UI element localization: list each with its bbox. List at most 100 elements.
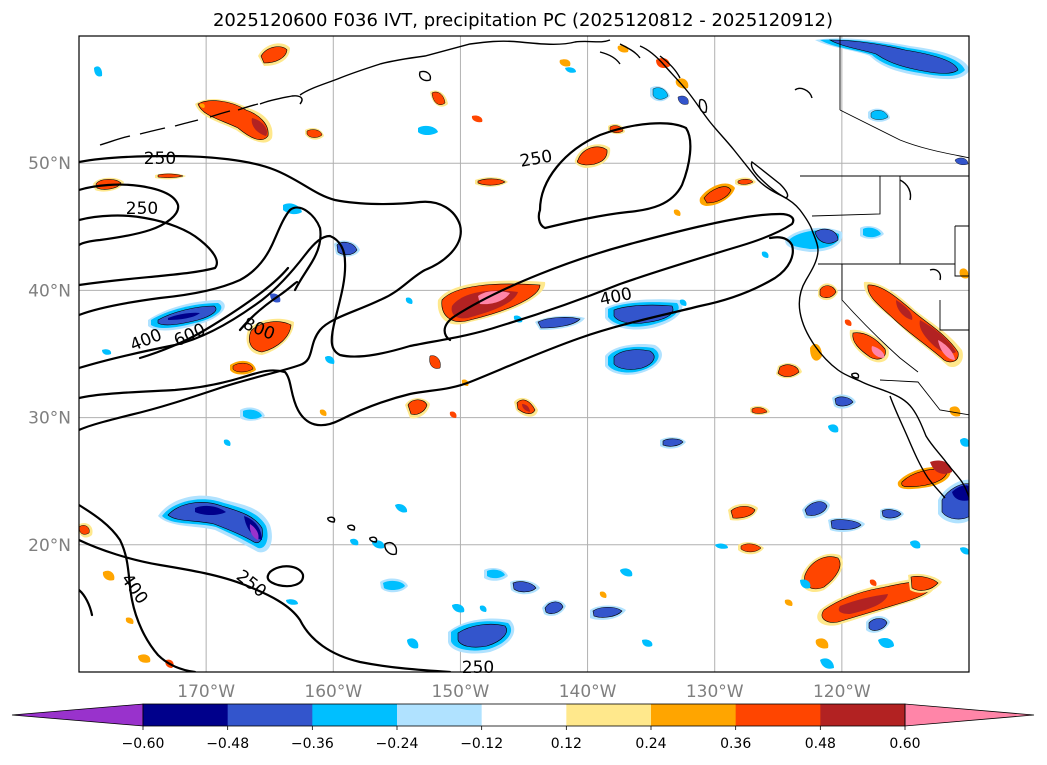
lat-tick-label: 40°N (28, 281, 71, 301)
anomaly-blob (660, 437, 686, 449)
anomaly-blob (605, 299, 683, 330)
anomaly-blob (750, 405, 770, 415)
anomaly-blob (828, 517, 865, 532)
colorbar-swatch (227, 704, 313, 726)
ivt-contour-400-main (79, 212, 795, 370)
map-frame (78, 35, 970, 673)
anomaly-blob (866, 616, 890, 633)
anomaly-blob (817, 578, 936, 626)
anomaly-blob (849, 329, 889, 363)
lon-tick-label: 120°W (813, 682, 871, 702)
anomaly-blob (155, 173, 186, 180)
ivt-contour-600 (138, 266, 290, 360)
colorbar-swatch (397, 704, 483, 726)
anomaly-blob (832, 394, 856, 409)
colorbar-outline (142, 703, 906, 727)
vancouver-island (750, 160, 789, 199)
anomaly-blob (430, 90, 448, 107)
anomaly-blob (405, 398, 430, 419)
anomaly-blob (230, 360, 256, 375)
anomaly-blob (650, 86, 670, 102)
colorbar-tick-label: 0.36 (720, 736, 751, 752)
colorbar-tick-label: 0.48 (805, 736, 836, 752)
anomaly-blob (380, 578, 408, 593)
anomaly-blob (738, 542, 764, 555)
ivt-contour-250-left2 (79, 214, 218, 287)
lon-tick-label: 140°W (559, 682, 617, 702)
anomaly-blob (437, 280, 546, 325)
ivt-contour-250-outer (79, 154, 462, 432)
anomaly-blob (880, 507, 904, 521)
anomaly-blob (810, 343, 822, 361)
ivt-contour-250-north (537, 122, 692, 230)
anomaly-blob (605, 344, 662, 375)
coastlines (99, 39, 969, 556)
lon-tick-label: 130°W (686, 682, 744, 702)
anomaly-blob (510, 580, 540, 595)
colorbar-swatch (820, 704, 906, 726)
us-west-coast (798, 249, 969, 500)
anomaly-blob (79, 523, 93, 538)
bc-coast (639, 45, 819, 251)
lon-tick-label: 150°W (432, 682, 490, 702)
political-borders (800, 36, 969, 416)
anomaly-blob (818, 283, 838, 301)
anomaly-blob (448, 618, 515, 654)
lat-tick-label: 50°N (28, 154, 71, 174)
lat-tick-label: 20°N (28, 536, 71, 556)
anomaly-blob (735, 177, 756, 187)
anomaly-blob (908, 573, 942, 593)
lon-tick-label: 170°W (177, 682, 235, 702)
colorbar-tick-label: 0.24 (635, 736, 666, 752)
colorbar-tick-label: 0.60 (889, 736, 920, 752)
anomaly-blob (195, 99, 273, 143)
anomaly-blob (574, 144, 611, 168)
anomaly-blob (158, 495, 272, 553)
anomaly-blob (305, 128, 324, 140)
anomaly-blob (542, 600, 566, 616)
anomaly-blob (860, 226, 884, 239)
anomaly-blob (938, 479, 969, 524)
nw-lake-outlines (794, 87, 942, 281)
longitude-labels: 170°W 160°W 150°W 140°W 130°W 120°W (177, 682, 871, 702)
latitude-labels: 50°N 40°N 30°N 20°N (28, 154, 71, 556)
alaska-panhandle (599, 43, 681, 79)
map-title: 2025120600 F036 IVT, precipitation PC (2… (213, 10, 833, 31)
anomaly-blob (246, 318, 294, 355)
colorbar-tick-label: −0.24 (376, 736, 419, 752)
ivt-contour-400-south (79, 503, 197, 672)
contour-label: 250 (126, 199, 158, 219)
anomaly-blob (801, 553, 843, 593)
kodiak (418, 70, 432, 82)
anomaly-blob (484, 568, 508, 581)
haida-gwaii (698, 98, 708, 114)
aleutians (99, 103, 259, 146)
anomaly-blob (897, 460, 952, 490)
lat-tick-label: 30°N (28, 409, 71, 429)
colorbar-swatch (481, 704, 567, 726)
anomaly-blob (514, 397, 538, 417)
channel-islands (851, 372, 860, 379)
anomaly-blob (590, 605, 626, 620)
colorbar-tick-label: −0.12 (460, 736, 503, 752)
precip-negative-anomalies (94, 38, 969, 669)
anomaly-blob (868, 108, 890, 122)
anomaly-blob (776, 363, 802, 379)
colorbar-extend-max (904, 703, 1035, 727)
anomaly-blob (258, 43, 290, 66)
colorbar (11, 703, 1035, 727)
hawaii (327, 516, 398, 556)
ivt-contour-250-south (79, 236, 794, 427)
colorbar-swatch (735, 704, 821, 726)
colorbar-tick-label: −0.36 (291, 736, 334, 752)
colorbar-extend-min (11, 703, 144, 727)
alaska-coast (299, 39, 611, 96)
colorbar-tick-label: 0.12 (551, 736, 582, 752)
colorbar-tick-labels: −0.60 −0.48 −0.36 −0.24 −0.12 0.12 0.24 0.36 0.4… (122, 726, 921, 752)
colorbar-swatch (566, 704, 652, 726)
anomaly-blob (863, 281, 963, 368)
anomaly-blob (815, 38, 969, 80)
anomaly-blob (240, 407, 265, 421)
colorbar-swatch (143, 704, 229, 726)
anomaly-blob (148, 300, 225, 331)
